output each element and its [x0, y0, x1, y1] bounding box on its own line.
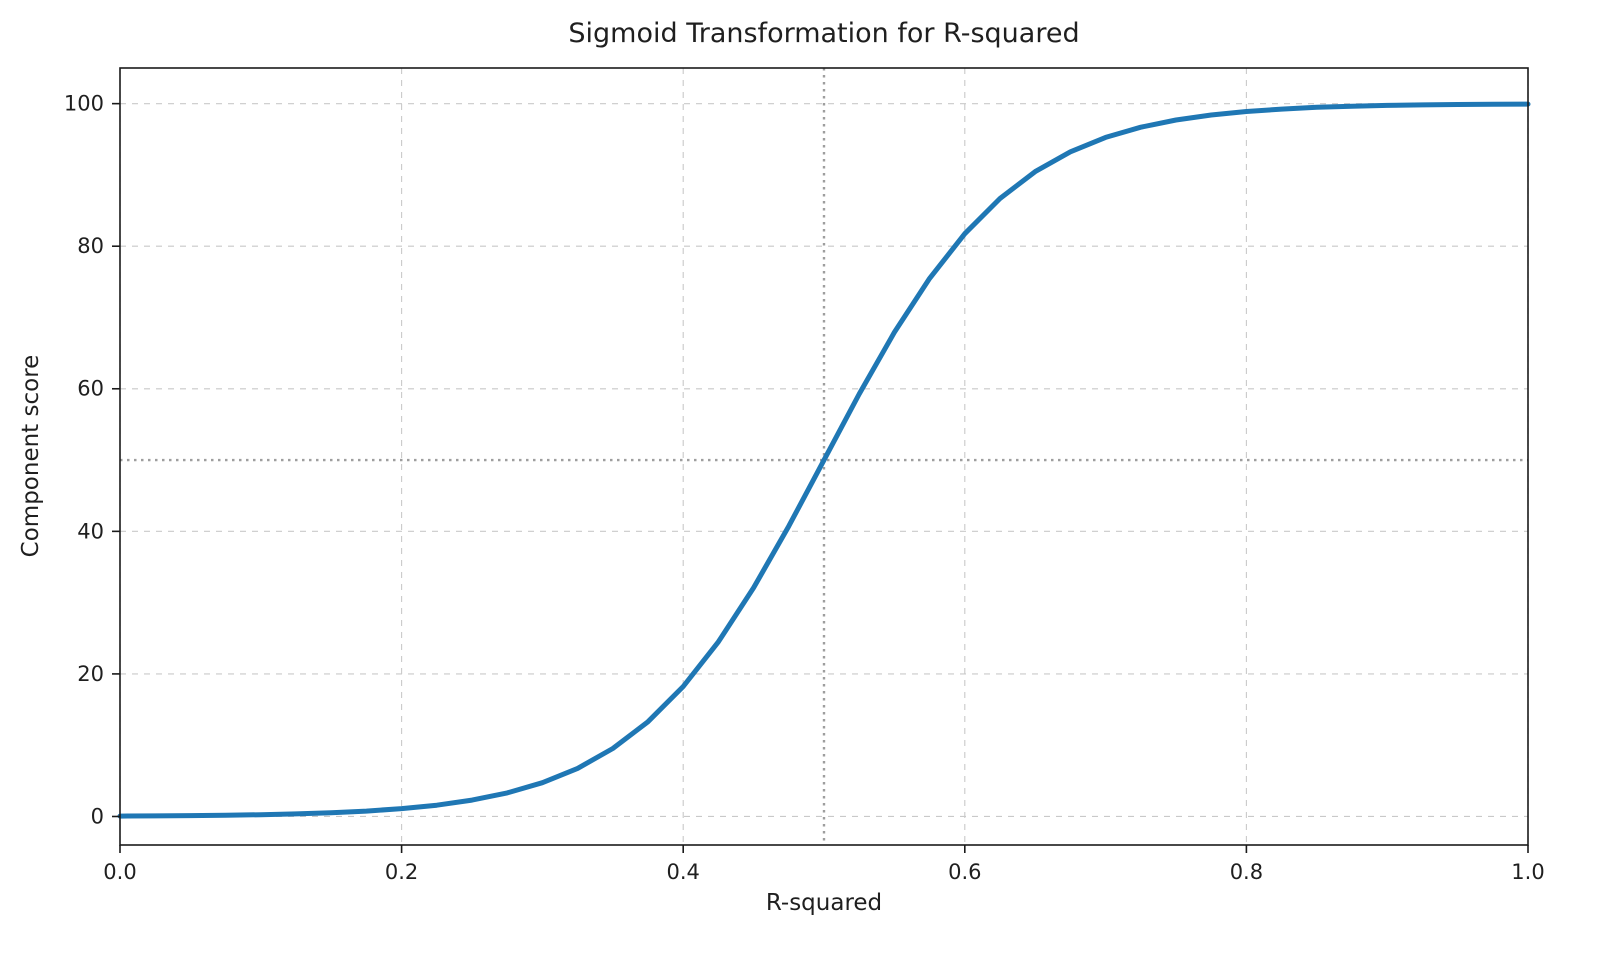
y-tick-label: 60: [77, 377, 104, 401]
y-tick-label: 20: [77, 662, 104, 686]
x-tick-label: 0.4: [666, 860, 699, 884]
plot-border: [119, 67, 1529, 846]
axes-layer: [112, 67, 1529, 853]
chart-title: Sigmoid Transformation for R-squared: [568, 18, 1079, 49]
sigmoid-curve: [117, 101, 1531, 819]
y-tick-label: 0: [91, 804, 104, 828]
x-tick-label: 0.8: [1230, 860, 1263, 884]
tick-label-layer: 0.0 0.2 0.4 0.6 0.8 1.0 0 20 40 60 80 100: [64, 92, 1545, 884]
x-tick-label: 1.0: [1511, 860, 1544, 884]
y-tick-label: 40: [77, 519, 104, 543]
y-axis-label: Component score: [18, 355, 44, 558]
x-tick-label: 0.6: [948, 860, 981, 884]
y-tick-label: 80: [77, 234, 104, 258]
x-tick-label: 0.0: [103, 860, 136, 884]
y-tick-label: 100: [64, 92, 104, 116]
series-layer: [117, 101, 1531, 819]
x-axis-label: R-squared: [766, 890, 882, 916]
x-tick-label: 0.2: [385, 860, 418, 884]
